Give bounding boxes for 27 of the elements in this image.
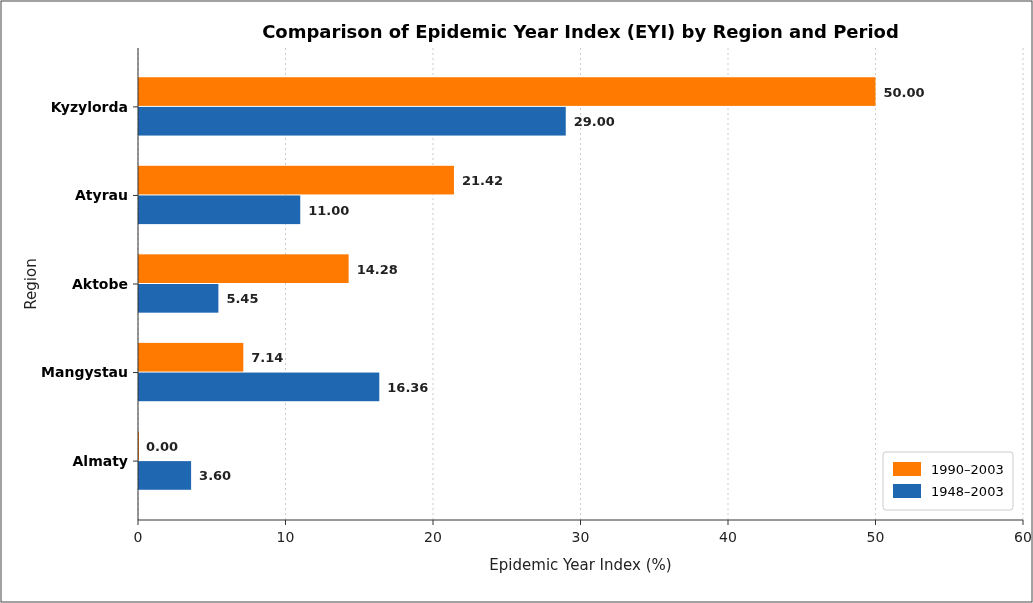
x-tick-label: 50 xyxy=(866,529,885,545)
y-tick-label: Aktobe xyxy=(72,275,128,292)
legend-label: 1948–2003 xyxy=(931,483,1004,499)
y-tick-label: Almaty xyxy=(72,453,128,470)
data-label: 21.42 xyxy=(461,173,504,189)
data-label: 14.28 xyxy=(356,261,398,277)
data-label: 3.60 xyxy=(199,468,232,484)
x-tick-label: 40 xyxy=(719,529,737,545)
y-axis-title: Region xyxy=(22,258,40,310)
x-tick-label: 30 xyxy=(571,529,590,545)
data-label: 11.00 xyxy=(308,202,350,218)
x-tick-label: 0 xyxy=(133,529,143,545)
y-tick-label: Kyzylorda xyxy=(50,98,128,115)
x-tick-label: 20 xyxy=(424,529,442,545)
x-tick-label: 10 xyxy=(276,529,295,545)
data-label: 50.00 xyxy=(883,84,925,100)
legend-label: 1990–2003 xyxy=(931,461,1004,477)
x-tick-label: 60 xyxy=(1014,529,1032,545)
chart-title: Comparison of Epidemic Year Index (EYI) by Region and Period xyxy=(262,21,899,42)
y-tick-label: Atyrau xyxy=(75,187,128,204)
data-label: 5.45 xyxy=(226,291,259,307)
data-label: 16.36 xyxy=(387,379,429,395)
data-label: 29.00 xyxy=(573,114,615,130)
data-label: 7.14 xyxy=(251,350,284,366)
x-axis-title: Epidemic Year Index (%) xyxy=(489,556,672,574)
data-label: 0.00 xyxy=(146,438,179,454)
y-tick-label: Mangystau xyxy=(41,364,128,381)
